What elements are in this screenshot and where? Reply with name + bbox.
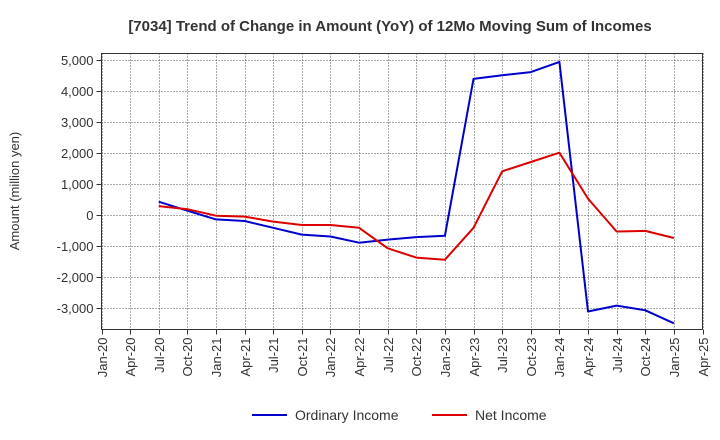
y-tick-label: 0 bbox=[86, 208, 93, 223]
series-line-net-income bbox=[158, 151, 675, 261]
x-tick-label: Apr-22 bbox=[352, 338, 367, 377]
x-tick-label: Oct-20 bbox=[180, 338, 195, 377]
x-tick-label: Apr-24 bbox=[581, 338, 596, 377]
grid bbox=[101, 53, 704, 330]
x-tick-label: Oct-22 bbox=[409, 338, 424, 377]
x-tick-label: Apr-25 bbox=[696, 338, 711, 377]
x-tick-label: Jan-20 bbox=[95, 338, 110, 378]
legend: Ordinary Income Net Income bbox=[252, 407, 547, 423]
x-tick-label: Jan-23 bbox=[438, 338, 453, 378]
series-line-ordinary-income bbox=[158, 60, 675, 325]
x-tick-label: Jul-24 bbox=[610, 338, 625, 373]
x-tick-label: Jan-25 bbox=[667, 338, 682, 378]
x-tick-label: Apr-21 bbox=[238, 338, 253, 377]
y-tick-label: 4,000 bbox=[61, 84, 94, 99]
x-tick-label: Jan-24 bbox=[552, 338, 567, 378]
y-tick-label: 3,000 bbox=[61, 115, 94, 130]
plot-frame bbox=[101, 53, 703, 330]
x-tick-label: Oct-23 bbox=[524, 338, 539, 377]
y-tick-label: -3,000 bbox=[57, 301, 94, 316]
x-tick-label: Jan-22 bbox=[323, 338, 338, 378]
legend-label: Net Income bbox=[475, 407, 547, 423]
x-tick-label: Oct-21 bbox=[295, 338, 310, 377]
y-tick-label: -1,000 bbox=[57, 239, 94, 254]
y-tick-label: 5,000 bbox=[61, 53, 94, 68]
x-tick-label: Jan-21 bbox=[209, 338, 224, 378]
y-axis: -3,000 -2,000 -1,000 0 1,000 2,000 3,000 4,000 5… bbox=[57, 53, 102, 316]
y-tick-label: 1,000 bbox=[61, 177, 94, 192]
chart-title: [7034] Trend of Change in Amount (YoY) o… bbox=[128, 18, 651, 35]
x-tick-label: Apr-20 bbox=[123, 338, 138, 377]
x-tick-label: Oct-24 bbox=[638, 338, 653, 377]
y-tick-label: -2,000 bbox=[57, 270, 94, 285]
y-tick-label: 2,000 bbox=[61, 146, 94, 161]
x-tick-label: Jul-22 bbox=[381, 338, 396, 373]
x-axis: Jan-20 Apr-20 Jul-20 Oct-20 Jan-21 Apr-21 Jul-… bbox=[95, 329, 711, 378]
x-tick-label: Jul-20 bbox=[152, 338, 167, 373]
x-tick-label: Apr-23 bbox=[467, 338, 482, 377]
x-tick-label: Jul-21 bbox=[266, 338, 281, 373]
y-axis-label: Amount (million yen) bbox=[7, 132, 22, 251]
x-tick-label: Jul-23 bbox=[495, 338, 510, 373]
series-lines bbox=[158, 60, 675, 325]
legend-label: Ordinary Income bbox=[295, 407, 399, 423]
